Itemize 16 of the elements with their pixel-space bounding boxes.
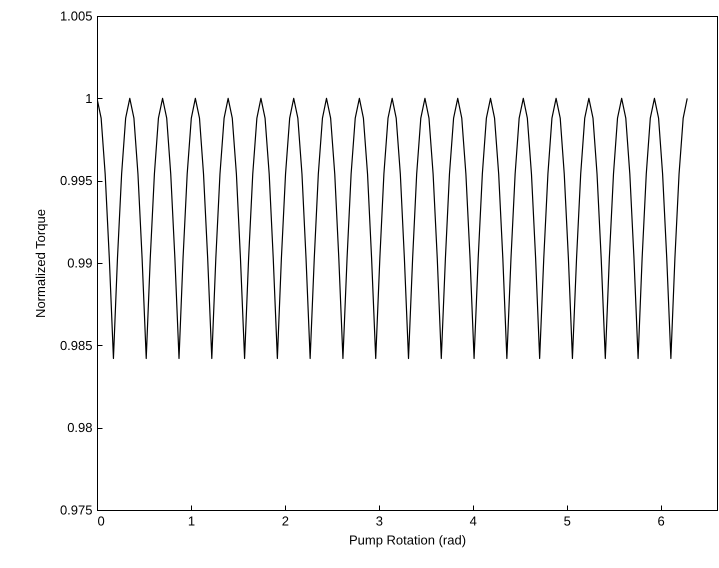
y-tick-label: 0.995 <box>60 173 92 188</box>
y-tick-label: 0.975 <box>60 502 92 518</box>
y-tick-label: 0.99 <box>67 256 92 270</box>
x-tick-label: 3 <box>376 514 383 528</box>
y-tick-label: 1 <box>85 90 92 106</box>
x-axis-title: Pump Rotation (rad) <box>348 532 466 548</box>
x-tick-label: 0 <box>98 514 105 528</box>
x-tick-label: 5 <box>564 514 571 528</box>
x-tick-label: 4 <box>470 514 477 528</box>
y-tick-label: 0.98 <box>67 420 92 436</box>
x-tick-label: 1 <box>188 514 196 528</box>
y-tick-label: 1.005 <box>60 8 92 24</box>
x-tick-label: 2 <box>282 514 289 528</box>
y-tick-label: 0.985 <box>60 338 92 353</box>
y-axis-title: Normalized Torque <box>32 209 48 318</box>
x-tick-label: 6 <box>658 514 665 528</box>
